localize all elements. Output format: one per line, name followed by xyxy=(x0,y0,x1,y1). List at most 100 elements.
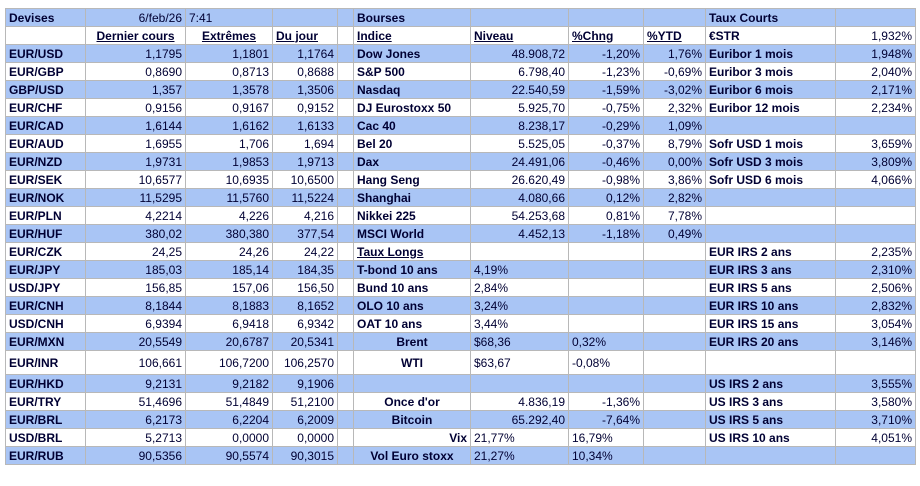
cell: -1,23% xyxy=(568,62,644,81)
cell: 20,6787 xyxy=(185,332,273,351)
cell: 2,32% xyxy=(643,98,706,117)
cell: 1,3506 xyxy=(272,80,338,99)
cell: EUR/NZD xyxy=(5,152,86,171)
cell: -0,37% xyxy=(568,134,644,153)
cell: 20,5341 xyxy=(272,332,338,351)
cell: EUR/NOK xyxy=(5,188,86,207)
cell: Shanghai xyxy=(353,188,471,207)
cell xyxy=(337,62,354,81)
cell: $68,36 xyxy=(470,332,569,351)
table-row: EUR/CHF 0,9156 0,9167 0,9152 DJ Eurostoxx 50… xyxy=(5,98,916,117)
cell xyxy=(643,392,706,411)
cell xyxy=(337,278,354,297)
cell xyxy=(705,446,836,465)
cell: Taux Courts xyxy=(705,8,836,27)
cell xyxy=(835,206,916,225)
cell: 54.253,68 xyxy=(470,206,569,225)
table-row: EUR/GBP 0,8690 0,8713 0,8688 S&P 500 6.798,40… xyxy=(5,62,916,81)
cell: Dax xyxy=(353,152,471,171)
cell xyxy=(337,8,354,27)
cell: 2,235% xyxy=(835,242,916,261)
cell xyxy=(643,410,706,429)
cell: 6,9394 xyxy=(85,314,186,333)
cell xyxy=(643,314,706,333)
cell: %YTD xyxy=(643,26,706,45)
table-row: EUR/MXN 20,5549 20,6787 20,5341 Brent $68,36 0… xyxy=(5,332,916,351)
cell xyxy=(568,314,644,333)
cell xyxy=(835,8,916,27)
cell: 106,2570 xyxy=(272,350,338,375)
cell: 9,2131 xyxy=(85,374,186,393)
cell: EUR/HUF xyxy=(5,224,86,243)
cell: USD/JPY xyxy=(5,278,86,297)
cell: 1,09% xyxy=(643,116,706,135)
cell xyxy=(568,242,644,261)
cell: 16,79% xyxy=(568,428,644,447)
cell: EUR/CNH xyxy=(5,296,86,315)
cell xyxy=(568,8,644,27)
cell: 90,5356 xyxy=(85,446,186,465)
cell: 1,9853 xyxy=(185,152,273,171)
cell: -1,20% xyxy=(568,44,644,63)
cell xyxy=(337,260,354,279)
cell: -1,18% xyxy=(568,224,644,243)
cell: EUR/BRL xyxy=(5,410,86,429)
cell xyxy=(705,224,836,243)
cell xyxy=(705,350,836,375)
cell: 1,1801 xyxy=(185,44,273,63)
cell: 4,051% xyxy=(835,428,916,447)
cell xyxy=(337,170,354,189)
table-row: EUR/PLN 4,2214 4,226 4,216 Nikkei 225 54.253,… xyxy=(5,206,916,225)
cell: 0,8690 xyxy=(85,62,186,81)
cell xyxy=(337,98,354,117)
cell: 3,809% xyxy=(835,152,916,171)
cell: 1,76% xyxy=(643,44,706,63)
cell: 11,5295 xyxy=(85,188,186,207)
cell: 1,9731 xyxy=(85,152,186,171)
cell: 90,3015 xyxy=(272,446,338,465)
cell: 6,2173 xyxy=(85,410,186,429)
cell: 8.238,17 xyxy=(470,116,569,135)
table-row: USD/JPY 156,85 157,06 156,50 Bund 10 ans 2,84… xyxy=(5,278,916,297)
cell: 106,7200 xyxy=(185,350,273,375)
cell xyxy=(470,242,569,261)
cell: 9,1906 xyxy=(272,374,338,393)
cell: Cac 40 xyxy=(353,116,471,135)
cell: US IRS 10 ans xyxy=(705,428,836,447)
cell: Indice xyxy=(353,26,471,45)
cell: Euribor 1 mois xyxy=(705,44,836,63)
cell: 1,9713 xyxy=(272,152,338,171)
cell: 24,22 xyxy=(272,242,338,261)
cell: 26.620,49 xyxy=(470,170,569,189)
cell: EUR/USD xyxy=(5,44,86,63)
cell: 3,580% xyxy=(835,392,916,411)
cell xyxy=(835,224,916,243)
cell: EUR IRS 2 ans xyxy=(705,242,836,261)
cell: 1,706 xyxy=(185,134,273,153)
cell xyxy=(337,314,354,333)
cell: MSCI World xyxy=(353,224,471,243)
table-row: EUR/NOK 11,5295 11,5760 11,5224 Shanghai 4.08… xyxy=(5,188,916,207)
cell: EUR/AUD xyxy=(5,134,86,153)
cell: 51,4696 xyxy=(85,392,186,411)
cell: Nasdaq xyxy=(353,80,471,99)
cell xyxy=(337,350,354,375)
cell: EUR IRS 10 ans xyxy=(705,296,836,315)
table-row: EUR/CNH 8,1844 8,1883 8,1652 OLO 10 ans 3,24%… xyxy=(5,296,916,315)
cell: 21,27% xyxy=(470,446,569,465)
cell: 0,49% xyxy=(643,224,706,243)
cell: WTI xyxy=(353,350,471,375)
cell: 1,694 xyxy=(272,134,338,153)
cell: 9,2182 xyxy=(185,374,273,393)
cell: 0,0000 xyxy=(185,428,273,447)
cell xyxy=(337,392,354,411)
cell: 51,2100 xyxy=(272,392,338,411)
cell: Sofr USD 3 mois xyxy=(705,152,836,171)
table-row: Dernier cours Extrêmes Du jour Indice Niveau… xyxy=(5,26,916,45)
cell xyxy=(337,428,354,447)
cell: 20,5549 xyxy=(85,332,186,351)
cell: 10,6577 xyxy=(85,170,186,189)
cell xyxy=(337,446,354,465)
cell: 4,066% xyxy=(835,170,916,189)
